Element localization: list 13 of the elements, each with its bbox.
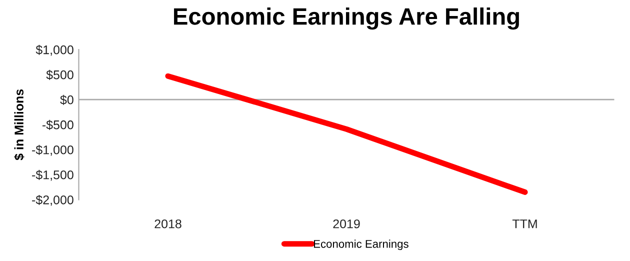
x-tick-label: 2018 xyxy=(154,219,182,228)
y-axis-title: $ in Millions xyxy=(14,89,24,160)
y-tick-label: -$500 xyxy=(42,120,74,130)
y-tick-label: -$1,000 xyxy=(32,144,74,156)
y-tick-label: $0 xyxy=(60,94,74,106)
chart-title: Economic Earnings Are Falling xyxy=(174,7,519,30)
x-tick-label: 2019 xyxy=(333,219,360,228)
x-tick-label: TTM xyxy=(512,220,537,228)
y-tick-label: $500 xyxy=(46,70,74,80)
y-tick-label: -$1,500 xyxy=(32,170,74,181)
y-tick-label: -$2,000 xyxy=(32,194,74,206)
legend-label: Economic Earnings xyxy=(314,240,408,250)
y-tick-label: $1,000 xyxy=(36,44,74,56)
